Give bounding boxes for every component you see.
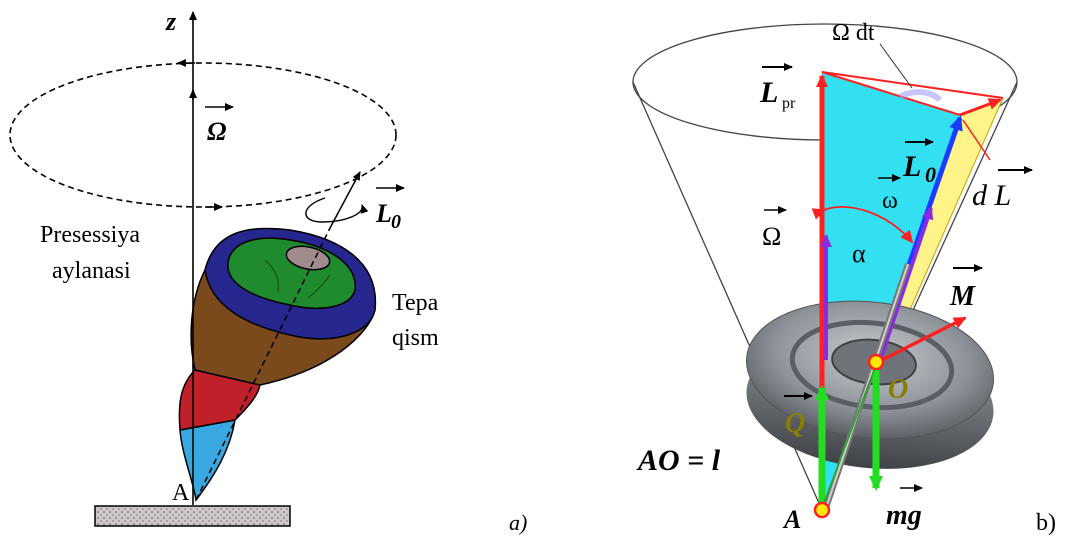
m-label: M [949, 281, 976, 312]
caption-a: a) [509, 510, 527, 535]
mg-label-group: mg [886, 484, 923, 531]
ao-label: AO = l [636, 444, 721, 477]
a-label-b: A [782, 505, 801, 534]
torque-arrow [877, 316, 967, 364]
caption-b: b) [1036, 510, 1056, 535]
point-o [867, 353, 885, 371]
dl-arrow [959, 98, 1002, 117]
l0-b-label: L [902, 150, 921, 183]
omega-small-label: ω [882, 188, 898, 214]
l0-b-subscript: 0 [925, 162, 936, 187]
dl-label: d L [972, 179, 1011, 212]
alpha-arc [811, 206, 914, 244]
top-axis [195, 227, 331, 501]
l0-arrow [329, 171, 361, 229]
omega-precession-label: Ω [762, 222, 781, 251]
l0-vector-label: L 0 [375, 184, 405, 233]
omega-precession-label-group: Ω [762, 206, 787, 251]
l-pr-subscript: pr [782, 95, 796, 112]
m-label-group: M [949, 264, 983, 312]
panel-a: z Ω L 0 Presessiya aylanasi Tepa qism A … [9, 7, 527, 535]
omega-spin-arrow [878, 206, 934, 361]
omega-small-label-group: ω [878, 174, 901, 214]
ground [94, 505, 291, 527]
omega-label: Ω [207, 117, 226, 146]
dl-label-group: d L [972, 166, 1033, 212]
omega-vector-label: Ω [205, 103, 234, 146]
omega-dt-label: Ω dt [832, 20, 875, 46]
spinning-top [178, 227, 377, 502]
l0-b-label-group: L 0 [902, 138, 936, 187]
spin-arrow [305, 197, 369, 223]
z-label: z [165, 7, 177, 36]
l0-subscript: 0 [391, 211, 401, 233]
q-label-group: Q [784, 392, 813, 439]
o-label: O [888, 374, 908, 405]
l-pr-label: L [759, 76, 778, 109]
precession-label-line1: Presessiya [40, 222, 140, 248]
lever-ao [821, 364, 877, 509]
pivot-a-label: A [172, 480, 190, 506]
mg-label: mg [886, 500, 922, 531]
l-pr-label-group: L pr [759, 63, 796, 112]
dl-leader-line [962, 119, 991, 161]
l0-label: L [375, 199, 392, 228]
top-part-label-line1: Tepa [392, 290, 439, 316]
precession-circle [9, 62, 397, 208]
top-part-label-line2: qism [392, 325, 439, 351]
omega-dt-label-group: Ω dt [832, 20, 913, 89]
q-label: Q [785, 408, 805, 439]
precession-label-line2: aylanasi [52, 258, 131, 284]
alpha-label: α [852, 239, 866, 268]
panel-b: Ω dt L pr L 0 ω d L Ω α M [632, 20, 1056, 536]
point-a [813, 501, 831, 519]
